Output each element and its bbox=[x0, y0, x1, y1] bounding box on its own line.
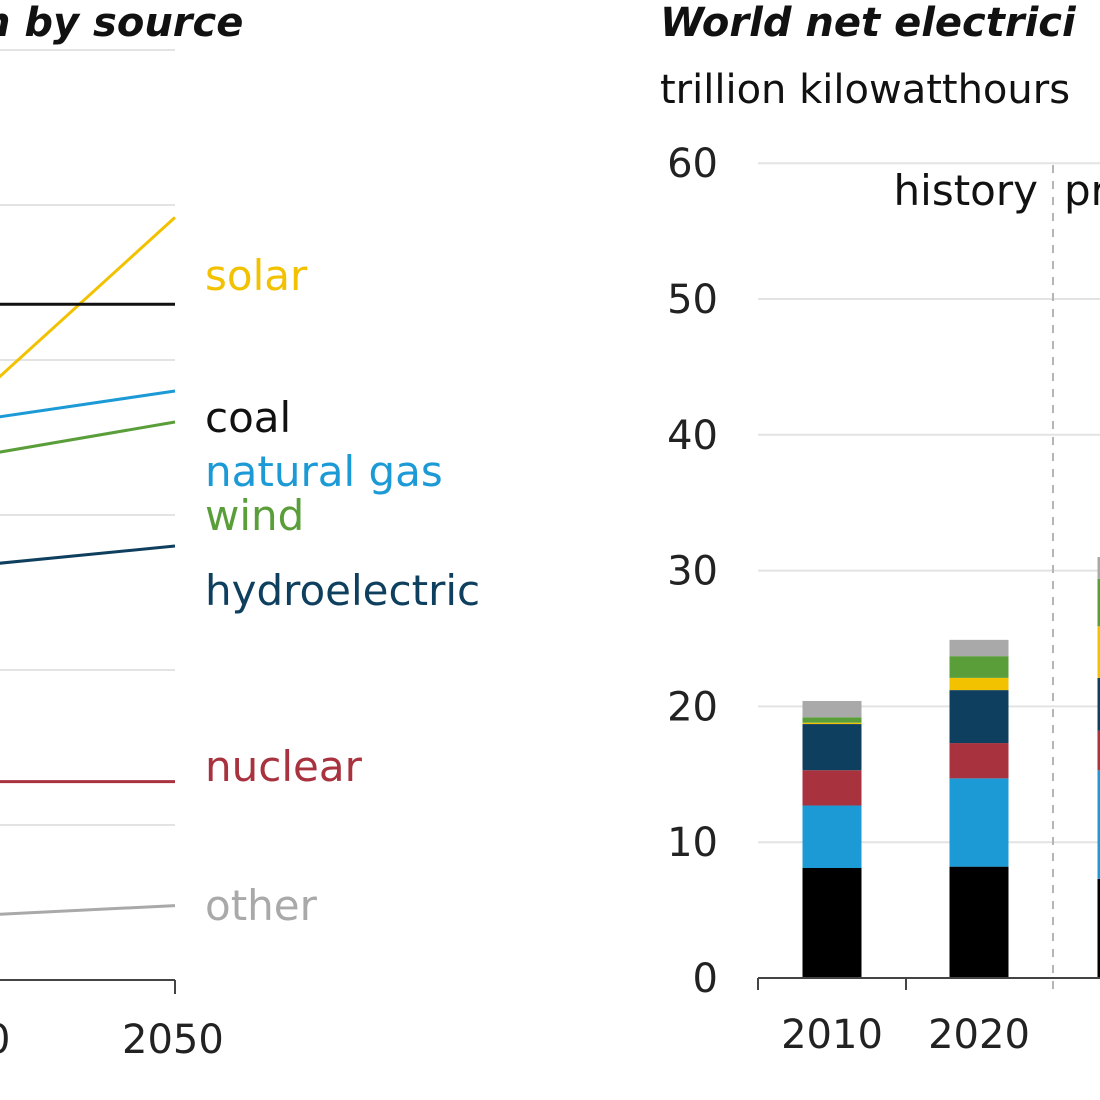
bar-segment-nuclear bbox=[949, 743, 1009, 779]
projection-annotation: pr bbox=[1064, 166, 1100, 215]
bar-segment-hydroelectric bbox=[1097, 677, 1100, 731]
bar-y-tick-label: 60 bbox=[667, 141, 718, 187]
bar-segment-other bbox=[802, 700, 862, 718]
bar-y-tick-label: 10 bbox=[667, 820, 718, 866]
bar-segment-solar bbox=[1097, 626, 1100, 678]
bar-segment-natural-gas bbox=[802, 805, 862, 869]
history-annotation: history bbox=[894, 166, 1038, 215]
line-x-tick-label: 0 bbox=[0, 1017, 10, 1063]
series-label-nuclear: nuclear bbox=[205, 742, 363, 791]
bar-y-tick-label: 40 bbox=[667, 413, 718, 459]
bar-y-tick-label: 50 bbox=[667, 277, 718, 323]
line-chart: n by source 0 2050 solar coal natural gasw… bbox=[0, 0, 480, 1063]
bar-chart: World net electrici trillion kilowatthou… bbox=[660, 0, 1100, 1058]
bar-segment-hydroelectric bbox=[802, 724, 862, 771]
line-series-hydroelectric bbox=[0, 544, 176, 565]
bar-segment-natural-gas bbox=[949, 778, 1009, 867]
bar-segment-other bbox=[949, 639, 1009, 657]
bar-y-tick-label: 20 bbox=[667, 684, 718, 730]
line-series-coal bbox=[0, 302, 175, 306]
bar-segment-other bbox=[1097, 557, 1100, 579]
bar-segment-solar bbox=[949, 677, 1009, 691]
bar-segment-wind bbox=[949, 656, 1009, 678]
bar-segment-coal bbox=[949, 866, 1009, 978]
bar-y-tick-label: 30 bbox=[667, 549, 718, 595]
line-series-natural-gas bbox=[0, 389, 176, 419]
line-chart-title: n by source bbox=[0, 0, 243, 46]
bar-segment-solar bbox=[802, 722, 862, 725]
line-series-wind bbox=[0, 420, 176, 454]
series-label-coal: coal bbox=[205, 393, 291, 442]
series-label-solar: solar bbox=[205, 251, 308, 300]
series-label-natural-gas: natural gas bbox=[205, 447, 443, 496]
line-x-tick-label: 2050 bbox=[122, 1017, 224, 1063]
bar-segment-natural-gas bbox=[1097, 770, 1100, 879]
series-label-hydroelectric: hydroelectric bbox=[205, 566, 480, 615]
series-label-other: other bbox=[205, 881, 318, 930]
bar-segment-nuclear bbox=[1097, 730, 1100, 771]
bar-x-tick-label: 2010 bbox=[781, 1012, 883, 1058]
series-label-wind: wind bbox=[205, 491, 304, 540]
bar-segment-hydroelectric bbox=[949, 690, 1009, 744]
bar-chart-title: World net electrici bbox=[660, 0, 1077, 46]
bar-segment-nuclear bbox=[802, 770, 862, 806]
bar-segment-coal bbox=[802, 868, 862, 978]
bar-segment-coal bbox=[1097, 878, 1100, 978]
bar-y-tick-label: 0 bbox=[693, 956, 718, 1002]
bar-segment-wind bbox=[1097, 578, 1100, 627]
bar-x-tick-label: 2020 bbox=[928, 1012, 1030, 1058]
bar-chart-subtitle: trillion kilowatthours bbox=[660, 67, 1070, 113]
bar-segment-wind bbox=[802, 717, 862, 723]
line-series-solar bbox=[0, 216, 177, 379]
line-series-other bbox=[0, 904, 176, 916]
